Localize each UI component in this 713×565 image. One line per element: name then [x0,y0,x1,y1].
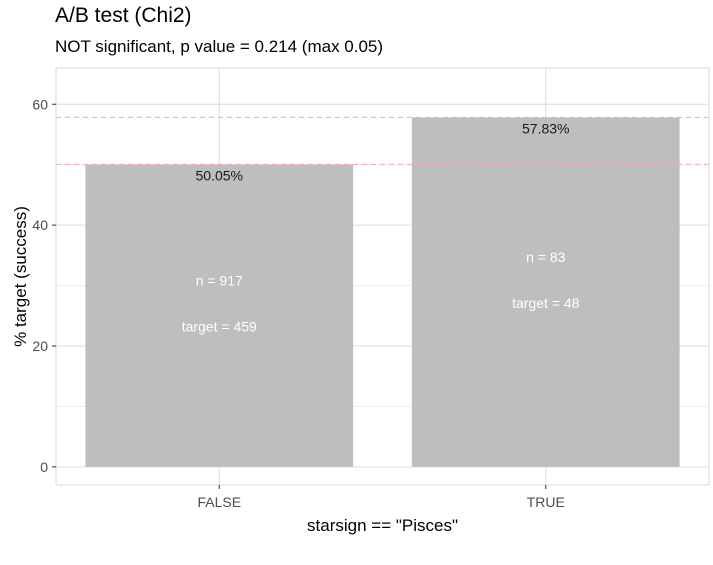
x-tick-label: TRUE [527,494,565,510]
y-tick-label: 40 [32,217,48,233]
bar-true [411,117,680,467]
chart-subtitle: NOT significant, p value = 0.214 (max 0.… [55,37,384,56]
n-label: n = 83 [526,249,566,265]
reference-lines [56,116,709,165]
x-tick-label: FALSE [197,494,241,510]
target-label: target = 48 [512,295,580,311]
axis-ticks: 0 20 40 60 FALSE TRUE [32,96,564,510]
n-label: n = 917 [196,272,243,288]
panel-border [55,67,710,486]
y-tick-label: 20 [32,338,48,354]
bar-labels: 50.05% n = 917 target = 459 57.83% n = 83 tar… [182,120,580,334]
value-label: 57.83% [522,120,569,136]
chart-title: A/B test (Chi2) [55,4,192,27]
value-label: 50.05% [196,167,243,183]
y-tick-label: 0 [40,459,48,475]
target-label: target = 459 [182,318,257,334]
y-axis-title: % target (success) [11,206,30,347]
bar-false [85,164,354,467]
y-tick-label: 60 [32,96,48,112]
bars [85,117,680,467]
x-axis-title: starsign == "Pisces" [307,516,458,535]
